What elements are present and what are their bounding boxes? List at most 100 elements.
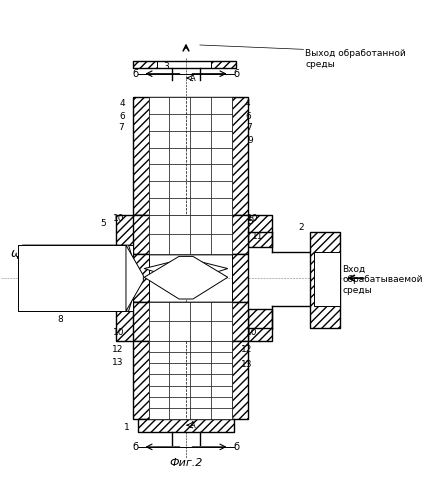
Bar [170,164,190,181]
Text: б: б [132,442,138,452]
Bar [190,114,211,130]
Bar [170,374,190,386]
Bar [310,232,340,328]
Bar [170,341,190,352]
Text: 7: 7 [118,123,124,132]
Bar [149,148,170,164]
Bar [314,252,340,306]
Text: 10: 10 [245,328,257,336]
Bar [149,198,170,214]
Text: б: б [233,68,239,78]
Bar [211,148,232,164]
Bar [170,181,190,198]
Text: 10: 10 [247,214,259,224]
Bar [149,214,170,234]
Bar [149,234,170,254]
Bar [18,245,133,311]
Bar [211,181,232,198]
Bar [211,60,236,68]
Bar [149,114,170,130]
Bar [211,97,232,114]
Text: б: б [132,68,138,78]
Bar [170,386,190,396]
Bar [211,302,232,321]
Bar [170,114,190,130]
Bar [190,302,211,321]
Text: 8: 8 [57,314,63,324]
Bar [115,214,141,254]
Bar [248,214,272,247]
Bar [133,341,149,419]
Bar [190,148,211,164]
Bar [133,341,248,419]
Text: A: A [190,420,196,430]
Bar [211,198,232,214]
Polygon shape [144,256,228,299]
Bar [211,363,232,374]
Bar [170,198,190,214]
Bar [170,363,190,374]
Bar [170,214,190,234]
Bar [149,130,170,148]
Bar [190,321,211,341]
Bar [232,214,248,254]
Bar [133,302,149,341]
Text: 6: 6 [120,112,125,121]
Text: 4: 4 [245,99,250,108]
Text: Фиг.2: Фиг.2 [169,458,203,468]
Bar [190,97,211,114]
Polygon shape [144,258,228,281]
Bar [133,214,149,254]
Bar [190,396,211,408]
Text: 7: 7 [246,123,251,132]
Bar [138,419,234,432]
Bar [190,363,211,374]
Bar [115,214,141,254]
Bar [170,396,190,408]
Bar [232,341,248,419]
Bar [149,374,170,386]
Bar [211,214,232,234]
Polygon shape [147,276,225,286]
Bar [149,97,170,114]
Bar [149,408,170,419]
Bar [149,386,170,396]
Polygon shape [23,245,140,311]
Bar [310,232,340,328]
Text: 10: 10 [113,214,125,224]
Bar [133,254,149,302]
Bar [149,341,170,352]
Bar [149,302,170,321]
Bar [248,308,272,341]
Bar [133,97,248,214]
Bar [211,130,232,148]
Bar [190,386,211,396]
Bar [211,352,232,363]
Bar [190,214,211,234]
Bar [211,374,232,386]
Bar [133,302,248,341]
Text: Вход
обрабатываемой
среды: Вход обрабатываемой среды [343,265,423,295]
Bar [133,214,248,254]
Bar [138,419,234,432]
Text: Выход обработанной
среды: Выход обработанной среды [305,50,406,68]
Bar [149,352,170,363]
Bar [133,254,248,302]
Text: 9: 9 [248,136,253,145]
Text: 2: 2 [298,223,304,232]
Bar [232,302,248,341]
Bar [170,148,190,164]
Text: 1: 1 [124,424,130,432]
Text: 12: 12 [112,345,124,354]
Bar [232,254,248,302]
Bar [170,408,190,419]
Text: 4: 4 [120,99,125,108]
Bar [170,130,190,148]
Text: 13: 13 [241,360,253,369]
Bar [211,408,232,419]
Text: 13: 13 [112,358,124,367]
Text: 5: 5 [101,219,106,228]
Bar [190,164,211,181]
Bar [115,302,141,341]
Bar [190,130,211,148]
